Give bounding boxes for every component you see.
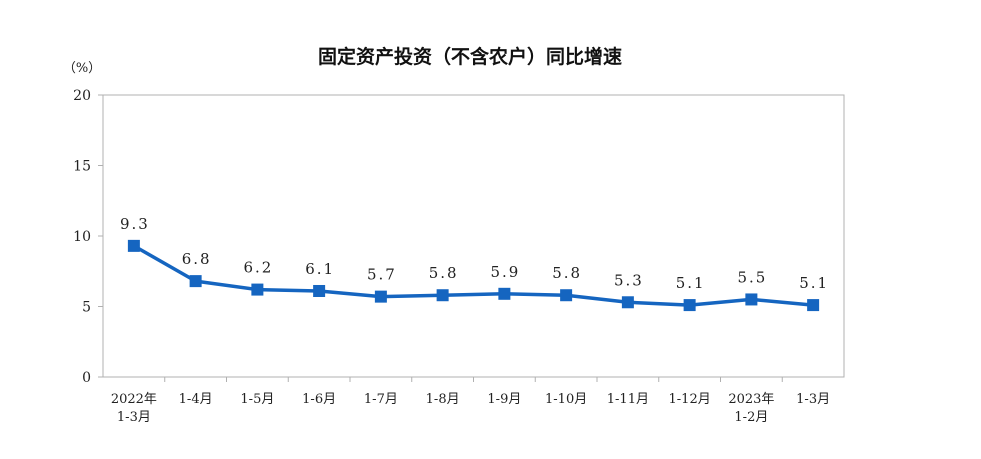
data-point-marker (374, 290, 387, 303)
x-tick-label: 1-8月 (426, 392, 460, 407)
x-tick-label-line: 1-7月 (364, 392, 398, 407)
x-tick-label-line: 2022年 (111, 392, 157, 407)
x-tick-label-line: 1-4月 (179, 392, 213, 407)
x-tick-label: 1-5月 (240, 392, 274, 407)
x-axis-ticks: 2022年 1-3月 1-4月 1-5月 1-6月 1-7月 1-8月 1-9月 1-10月 1-… (111, 377, 830, 425)
x-tick-label: 2023年 1-2月 (728, 392, 774, 425)
x-tick-label: 1-9月 (487, 392, 521, 407)
data-label: 5.8 (552, 264, 582, 282)
data-point-marker (807, 299, 820, 312)
data-label: 5.1 (799, 274, 829, 292)
x-tick-label: 1-10月 (545, 392, 587, 407)
x-tick-label-line: 1-3月 (796, 392, 830, 407)
x-tick-label: 1-4月 (179, 392, 213, 407)
data-label: 5.7 (367, 266, 397, 284)
data-point-marker (189, 275, 202, 288)
x-tick-label: 1-3月 (796, 392, 830, 407)
y-tick-label: 10 (73, 229, 91, 245)
x-tick-label-line: 1-6月 (302, 392, 336, 407)
data-point-marker (436, 289, 449, 302)
data-label: 9.3 (120, 215, 150, 233)
series-group: 9.3 6.8 6.2 6.1 5.7 5.8 5.9 5.8 5.3 5.1 5.5 5.1 (120, 215, 829, 312)
x-tick-label-line: 1-12月 (669, 392, 711, 407)
y-axis-ticks: 0 5 10 15 20 (73, 88, 103, 386)
data-point-marker (498, 287, 511, 300)
data-label: 5.9 (490, 263, 520, 281)
data-label: 5.5 (737, 268, 767, 286)
x-tick-label-line: 1-9月 (487, 392, 521, 407)
data-label: 6.2 (243, 259, 273, 277)
x-tick-label-line: 1-5月 (240, 392, 274, 407)
data-point-marker (683, 299, 696, 312)
series-line (133, 244, 814, 307)
plot-area-frame (102, 94, 845, 378)
data-point-marker (621, 296, 634, 309)
y-tick-label: 20 (73, 88, 91, 104)
data-point-marker (745, 293, 758, 306)
y-tick-label: 15 (73, 159, 91, 175)
data-label: 5.1 (676, 274, 706, 292)
x-tick-label-line: 1-10月 (545, 392, 587, 407)
data-label: 6.1 (305, 260, 335, 278)
x-tick-label: 2022年 1-3月 (111, 392, 157, 425)
x-tick-label-line: 2023年 (728, 392, 774, 407)
y-tick-label: 5 (82, 300, 91, 316)
x-tick-label: 1-7月 (364, 392, 398, 407)
y-tick-label: 0 (82, 370, 91, 386)
x-tick-label: 1-6月 (302, 392, 336, 407)
data-label: 6.8 (182, 250, 212, 268)
data-point-marker (127, 239, 140, 252)
x-tick-label: 1-12月 (669, 392, 711, 407)
x-tick-label-line: 1-3月 (117, 410, 151, 425)
x-tick-label-line: 1-11月 (607, 392, 649, 407)
data-point-marker (313, 284, 326, 297)
data-label: 5.8 (429, 264, 459, 282)
data-label: 5.3 (614, 271, 644, 289)
x-tick-label: 1-11月 (607, 392, 649, 407)
data-point-marker (560, 289, 573, 302)
data-point-marker (251, 283, 264, 296)
x-tick-label-line: 1-8月 (426, 392, 460, 407)
x-tick-label-line: 1-2月 (734, 410, 768, 425)
y-axis-unit: （%） (63, 61, 101, 76)
chart-title: 固定资产投资（不含农户）同比增速 (318, 45, 622, 68)
